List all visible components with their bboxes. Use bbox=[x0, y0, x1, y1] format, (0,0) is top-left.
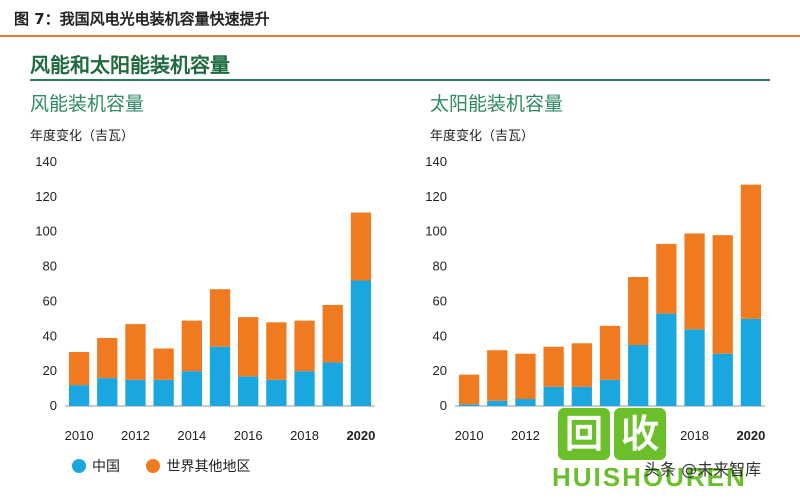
solar-capacity-chart: 0204060801001201402010201220142016201820… bbox=[425, 154, 765, 443]
bar-2019-china bbox=[322, 362, 343, 406]
bar-2017-rest-of-world bbox=[266, 322, 287, 380]
bar-2013-china bbox=[153, 379, 174, 406]
top-divider bbox=[0, 35, 800, 37]
bar-2018-china bbox=[684, 329, 705, 406]
y-tick-label: 0 bbox=[50, 398, 57, 413]
bar-2016-china bbox=[238, 376, 259, 406]
wind-chart-title: 风能装机容量 bbox=[30, 93, 145, 115]
x-tick-label: 2010 bbox=[65, 428, 94, 443]
bar-2010-china bbox=[68, 385, 90, 406]
solar-y-axis-label: 年度变化（吉瓦） bbox=[430, 129, 535, 144]
x-tick-label: 2020 bbox=[736, 428, 765, 443]
bar-2014-china bbox=[181, 371, 202, 406]
bar-2020-china bbox=[740, 318, 762, 406]
bar-2010-rest-of-world bbox=[458, 374, 480, 405]
y-tick-label: 40 bbox=[433, 328, 447, 343]
bar-2018-china bbox=[294, 371, 315, 406]
bar-2015-rest-of-world bbox=[209, 289, 231, 347]
watermark: 回 收 HUISHOUREN 头条 @未来智库 bbox=[548, 404, 790, 492]
y-tick-label: 140 bbox=[35, 154, 57, 169]
x-tick-label: 2014 bbox=[177, 428, 206, 443]
bar-2011-china bbox=[97, 378, 118, 406]
bar-2016-china bbox=[628, 345, 649, 406]
y-tick-label: 60 bbox=[43, 293, 57, 308]
section-divider bbox=[30, 79, 770, 81]
x-tick-label: 2020 bbox=[346, 428, 375, 443]
bar-2016-rest-of-world bbox=[238, 317, 259, 377]
bar-2017-rest-of-world bbox=[656, 243, 677, 314]
bar-2012-rest-of-world bbox=[515, 353, 536, 400]
y-tick-label: 60 bbox=[433, 293, 447, 308]
section-title: 风能和太阳能装机容量 bbox=[30, 53, 230, 77]
x-tick-label: 2012 bbox=[511, 428, 540, 443]
bar-2017-china bbox=[656, 313, 677, 406]
solar-chart-title: 太阳能装机容量 bbox=[430, 93, 564, 115]
bar-2014-rest-of-world bbox=[181, 320, 202, 372]
y-tick-label: 140 bbox=[425, 154, 447, 169]
figure-caption: 图 7：我国风电光电装机容量快速提升 bbox=[14, 10, 270, 28]
y-tick-label: 100 bbox=[35, 224, 57, 239]
bar-2015-rest-of-world bbox=[599, 325, 621, 380]
legend-swatch-china bbox=[72, 459, 86, 473]
legend-label-china: 中国 bbox=[92, 459, 120, 475]
bar-2013-rest-of-world bbox=[153, 348, 174, 380]
bar-2019-rest-of-world bbox=[322, 304, 343, 363]
y-tick-label: 120 bbox=[35, 189, 57, 204]
bar-2010-rest-of-world bbox=[68, 351, 90, 386]
bar-2013-rest-of-world bbox=[543, 346, 564, 387]
legend-item-china: 中国 bbox=[72, 459, 120, 475]
legend-label-rest-of-world: 世界其他地区 bbox=[166, 459, 251, 475]
x-tick-label: 2016 bbox=[234, 428, 263, 443]
wind-y-axis-label: 年度变化（吉瓦） bbox=[30, 129, 135, 144]
bar-2019-china bbox=[712, 353, 733, 406]
y-tick-label: 0 bbox=[440, 398, 447, 413]
bar-2016-rest-of-world bbox=[628, 277, 649, 345]
x-tick-label: 2012 bbox=[121, 428, 150, 443]
legend-item-rest-of-world: 世界其他地区 bbox=[146, 459, 250, 475]
bar-2018-rest-of-world bbox=[684, 233, 705, 330]
y-tick-label: 80 bbox=[43, 259, 57, 274]
chart-legend: 中国 世界其他地区 bbox=[72, 456, 272, 476]
y-tick-label: 20 bbox=[43, 363, 57, 378]
bar-2013-china bbox=[543, 386, 564, 406]
y-tick-label: 120 bbox=[425, 189, 447, 204]
watermark-brand-text: HUISHOUREN bbox=[552, 462, 747, 492]
bar-2020-rest-of-world bbox=[740, 184, 762, 319]
bar-2020-rest-of-world bbox=[350, 212, 372, 281]
legend-swatch-rest-of-world bbox=[146, 459, 161, 473]
bar-2011-rest-of-world bbox=[487, 350, 508, 401]
bar-2018-rest-of-world bbox=[294, 320, 315, 372]
bar-2014-china bbox=[571, 386, 592, 406]
bar-2020-china bbox=[350, 280, 372, 406]
bar-2012-rest-of-world bbox=[125, 324, 146, 380]
x-tick-label: 2010 bbox=[455, 428, 484, 443]
x-tick-label: 2018 bbox=[680, 428, 709, 443]
y-tick-label: 20 bbox=[433, 363, 447, 378]
y-tick-label: 40 bbox=[43, 328, 57, 343]
bar-2015-china bbox=[599, 379, 621, 406]
y-tick-label: 80 bbox=[433, 259, 447, 274]
bar-2012-china bbox=[125, 379, 146, 406]
watermark-logo-char: 收 bbox=[614, 408, 666, 460]
watermark-logo-char: 回 bbox=[558, 408, 610, 460]
y-tick-label: 100 bbox=[425, 224, 447, 239]
bar-2010-china bbox=[458, 404, 480, 406]
bar-2011-rest-of-world bbox=[97, 338, 118, 379]
wind-capacity-chart: 0 20 40 60 80 100 120 140 2010 2012 2014 2016 2018 20… bbox=[35, 154, 375, 443]
bar-2019-rest-of-world bbox=[712, 235, 733, 354]
bar-2017-china bbox=[266, 379, 287, 406]
x-tick-label: 2018 bbox=[290, 428, 319, 443]
watermark-credit: 头条 @未来智库 bbox=[644, 460, 762, 479]
bar-2015-china bbox=[209, 346, 231, 406]
bar-2011-china bbox=[487, 400, 508, 406]
bar-2012-china bbox=[515, 399, 536, 406]
bar-2014-rest-of-world bbox=[571, 343, 592, 387]
